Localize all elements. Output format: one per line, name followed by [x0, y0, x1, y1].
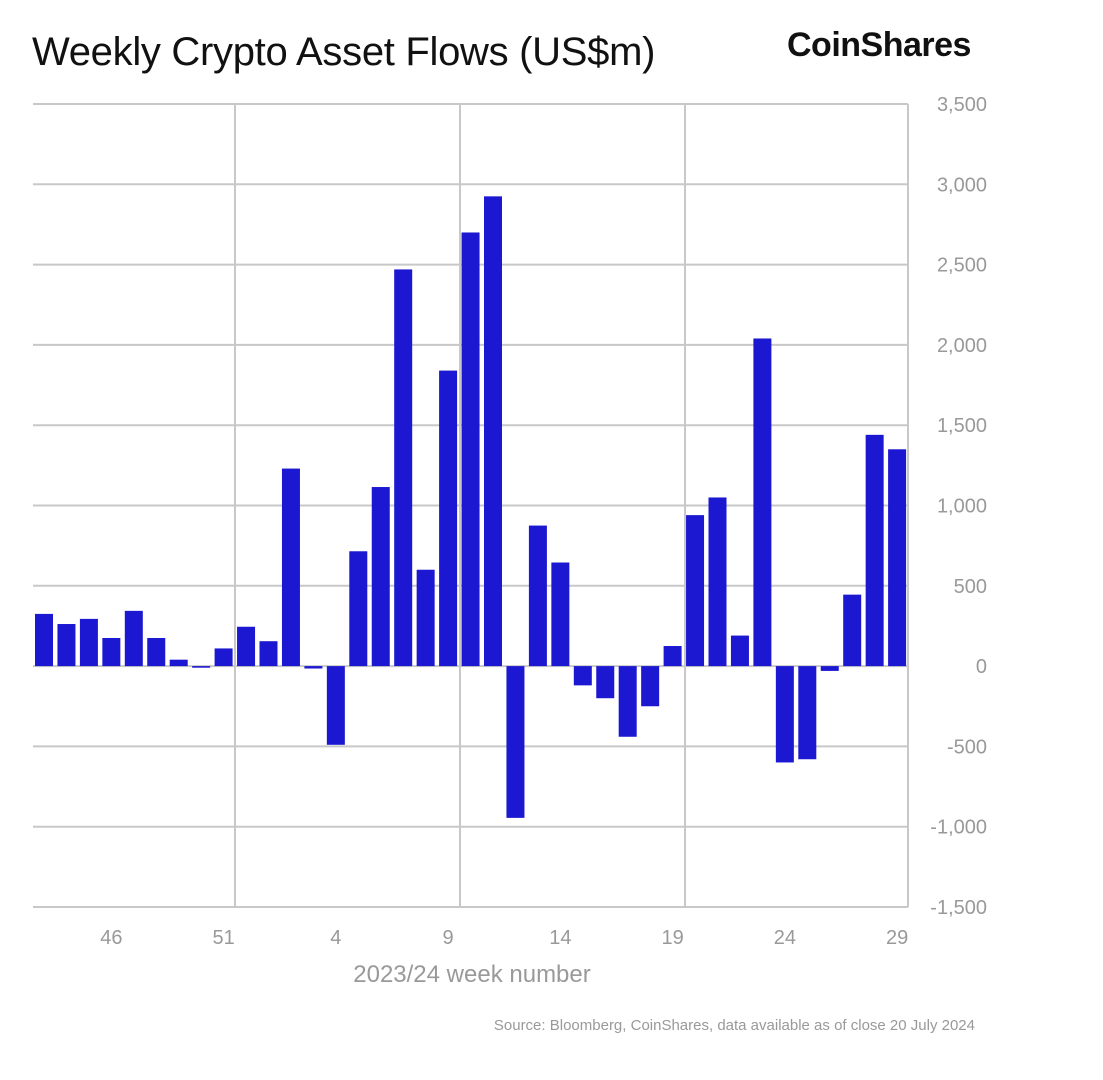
x-tick-label: 14 — [549, 927, 571, 949]
bar-week-4 — [326, 666, 345, 745]
y-tick-label: 500 — [954, 576, 987, 598]
bar-week-2 — [281, 468, 300, 667]
bar-week-28 — [865, 434, 884, 667]
bar-week-26 — [820, 666, 839, 671]
bar-week-11 — [484, 196, 502, 667]
x-axis-label: 2023/24 week number — [353, 961, 591, 988]
chart-title: Weekly Crypto Asset Flows (US$m) — [32, 30, 656, 74]
bar-week-48 — [147, 637, 166, 667]
bar-week-45 — [79, 618, 98, 667]
bar-week-6 — [371, 487, 390, 667]
bar-week-8 — [416, 569, 435, 667]
bar-week-22 — [730, 635, 749, 667]
bar-week-50 — [192, 666, 211, 668]
bar-week-16 — [596, 666, 615, 699]
bar-week-29 — [888, 449, 907, 667]
bar-week-25 — [798, 666, 817, 760]
y-tick-label: 2,500 — [937, 255, 987, 277]
bar-week-10 — [461, 232, 480, 667]
bar-week-46 — [102, 637, 121, 667]
bar-week-13 — [528, 525, 547, 667]
bar-week-19 — [663, 646, 682, 667]
bar-week-7 — [394, 269, 413, 667]
bar-week-51 — [214, 648, 233, 667]
x-tick-label: 51 — [212, 927, 234, 949]
bar-week-27 — [843, 594, 862, 667]
y-tick-label: -1,000 — [930, 817, 987, 839]
bar-week-21 — [708, 497, 727, 667]
y-tick-label: 1,500 — [937, 415, 987, 437]
y-tick-label: 3,000 — [937, 174, 987, 196]
bar-week-3 — [304, 666, 323, 669]
y-tick-label: -500 — [947, 736, 987, 758]
x-tick-label: 19 — [661, 927, 683, 949]
coinshares-logo: CoinShares — [787, 26, 971, 64]
bar-week-5 — [349, 551, 368, 667]
y-tick-label: 0 — [976, 656, 987, 678]
bar-week-49 — [169, 659, 188, 667]
x-tick-label: 24 — [774, 927, 796, 949]
x-tick-label: 9 — [443, 927, 454, 949]
bar-week-43 — [35, 613, 53, 667]
bar-week-17 — [618, 666, 637, 737]
bar-week-24 — [775, 666, 794, 763]
bar-week-14 — [551, 562, 570, 667]
source-note: Source: Bloomberg, CoinShares, data avai… — [493, 1017, 975, 1034]
y-tick-label: 1,000 — [937, 496, 987, 518]
y-tick-label: 2,000 — [937, 335, 987, 357]
y-tick-label: 3,500 — [937, 94, 987, 116]
bar-week-15 — [573, 666, 592, 686]
bar-week-12 — [506, 666, 525, 818]
x-tick-label: 46 — [100, 927, 122, 949]
bar-week-18 — [641, 666, 660, 707]
bar-week-20 — [686, 515, 705, 667]
bar-week-1 — [259, 641, 278, 667]
y-tick-label: -1,500 — [930, 897, 987, 919]
bar-week-52 — [237, 626, 256, 667]
bar-week-23 — [753, 338, 772, 667]
bar-week-47 — [124, 610, 143, 667]
bar-week-9 — [439, 370, 458, 667]
x-tick-label: 29 — [886, 927, 908, 949]
bar-week-44 — [57, 624, 76, 667]
x-tick-label: 4 — [330, 927, 341, 949]
